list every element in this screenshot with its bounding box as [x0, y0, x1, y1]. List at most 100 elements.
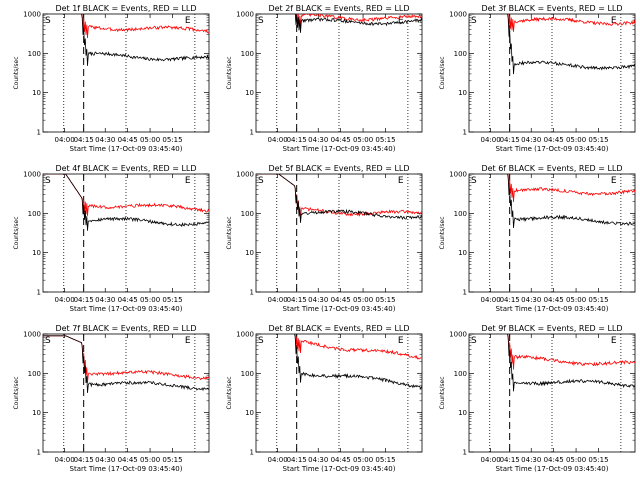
y-tick-label: 100 [454, 210, 467, 218]
y-tick-label: 100 [28, 50, 41, 58]
x-tick-label: 05:00 [566, 136, 586, 144]
start-marker-label: S [45, 336, 51, 346]
events-series-line [294, 14, 422, 33]
x-tick-label: 04:00 [54, 456, 74, 464]
y-tick-label: 1 [250, 289, 254, 297]
y-tick-label: 10 [458, 89, 467, 97]
y-tick-label: 100 [28, 370, 41, 378]
panel-title: Det 3f BLACK = Events, RED = LLD [481, 4, 622, 13]
y-tick-label: 100 [454, 370, 467, 378]
y-tick-label: 1 [463, 129, 467, 137]
x-tick-label: 05:15 [162, 136, 182, 144]
x-tick-label: 04:00 [267, 296, 287, 304]
y-tick-label: 10 [245, 89, 254, 97]
x-tick-label: 04:15 [500, 456, 520, 464]
panel-det-2f: Det 2f BLACK = Events, RED = LLD 1 10 100 10… [226, 4, 423, 153]
end-marker-label: E [398, 336, 404, 346]
start-marker-label: S [258, 176, 264, 186]
y-axis-label: Counts/sec [13, 56, 20, 89]
x-axis-label: Start Time (17-Oct-09 03:45:40) [283, 465, 396, 473]
y-tick-label: 1 [463, 449, 467, 457]
x-axis-label: Start Time (17-Oct-09 03:45:40) [283, 305, 396, 313]
end-marker-label: E [611, 336, 617, 346]
panel-det-7f: Det 7f BLACK = Events, RED = LLD 1 10 100 10… [13, 324, 210, 473]
y-tick-label: 1 [37, 289, 41, 297]
panel-det-3f: Det 3f BLACK = Events, RED = LLD 1 10 100 10… [439, 4, 636, 153]
events-series-line [43, 174, 209, 231]
x-tick-label: 04:45 [544, 136, 564, 144]
x-axis-label: Start Time (17-Oct-09 03:45:40) [70, 305, 183, 313]
panel-title: Det 7f BLACK = Events, RED = LLD [55, 324, 196, 333]
panel-title: Det 8f BLACK = Events, RED = LLD [268, 324, 409, 333]
x-tick-label: 04:30 [521, 136, 541, 144]
x-tick-label: 04:00 [267, 136, 287, 144]
x-tick-label: 05:15 [588, 456, 608, 464]
x-tick-label: 04:30 [308, 296, 328, 304]
events-series-line [43, 335, 209, 393]
y-tick-label: 10 [32, 409, 41, 417]
y-axis-label: Counts/sec [439, 376, 446, 409]
x-tick-label: 04:45 [118, 456, 138, 464]
y-tick-label: 10 [245, 409, 254, 417]
y-tick-label: 100 [241, 50, 254, 58]
y-tick-label: 1000 [23, 331, 41, 339]
x-tick-label: 05:00 [140, 136, 160, 144]
panel-det-4f: Det 4f BLACK = Events, RED = LLD 1 10 100 10… [13, 164, 210, 313]
panel-title: Det 5f BLACK = Events, RED = LLD [268, 164, 409, 173]
x-tick-label: 05:15 [375, 136, 395, 144]
panel-title: Det 2f BLACK = Events, RED = LLD [268, 4, 409, 13]
y-tick-label: 1000 [23, 171, 41, 179]
y-tick-label: 100 [241, 210, 254, 218]
x-tick-label: 04:45 [544, 296, 564, 304]
panel-title: Det 9f BLACK = Events, RED = LLD [481, 324, 622, 333]
y-tick-label: 1 [463, 289, 467, 297]
end-marker-label: E [185, 336, 191, 346]
x-tick-label: 04:30 [521, 456, 541, 464]
events-series-line [507, 174, 635, 228]
y-tick-label: 1000 [236, 171, 254, 179]
y-tick-label: 1 [37, 129, 41, 137]
panel-det-1f: Det 1f BLACK = Events, RED = LLD 1 10 100 10… [13, 4, 210, 153]
y-tick-label: 1000 [23, 11, 41, 19]
x-tick-label: 04:00 [480, 296, 500, 304]
x-tick-label: 05:00 [353, 136, 373, 144]
x-tick-label: 04:30 [95, 456, 115, 464]
start-marker-label: S [258, 336, 264, 346]
panel-title: Det 4f BLACK = Events, RED = LLD [55, 164, 196, 173]
y-tick-label: 1000 [449, 331, 467, 339]
events-series-line [294, 334, 422, 390]
y-tick-label: 1 [37, 449, 41, 457]
x-tick-label: 05:15 [375, 456, 395, 464]
start-marker-label: S [471, 176, 477, 186]
panel-det-5f: Det 5f BLACK = Events, RED = LLD 1 10 100 10… [226, 164, 423, 313]
lld-series-line [507, 14, 635, 32]
x-tick-label: 05:00 [353, 296, 373, 304]
y-tick-label: 10 [458, 249, 467, 257]
x-tick-label: 04:00 [267, 456, 287, 464]
y-tick-label: 1 [250, 129, 254, 137]
panel-title: Det 6f BLACK = Events, RED = LLD [481, 164, 622, 173]
lld-series-line [294, 14, 422, 29]
x-tick-label: 04:15 [74, 136, 94, 144]
lld-series-line [81, 14, 209, 39]
x-tick-label: 04:15 [74, 296, 94, 304]
x-axis-label: Start Time (17-Oct-09 03:45:40) [283, 145, 396, 153]
end-marker-label: E [398, 176, 404, 186]
panel-det-6f: Det 6f BLACK = Events, RED = LLD 1 10 100 10… [439, 164, 636, 313]
events-series-line [256, 174, 422, 223]
y-axis-label: Counts/sec [439, 216, 446, 249]
y-tick-label: 1000 [449, 171, 467, 179]
x-tick-label: 04:45 [118, 296, 138, 304]
x-tick-label: 04:30 [308, 136, 328, 144]
events-series-line [81, 14, 209, 66]
start-marker-label: S [258, 16, 264, 26]
end-marker-label: E [398, 16, 404, 26]
events-series-line [507, 14, 635, 75]
y-axis-label: Counts/sec [13, 376, 20, 409]
x-tick-label: 04:15 [287, 296, 307, 304]
y-axis-label: Counts/sec [13, 216, 20, 249]
y-tick-label: 10 [32, 249, 41, 257]
end-marker-label: E [611, 176, 617, 186]
end-marker-label: E [185, 176, 191, 186]
